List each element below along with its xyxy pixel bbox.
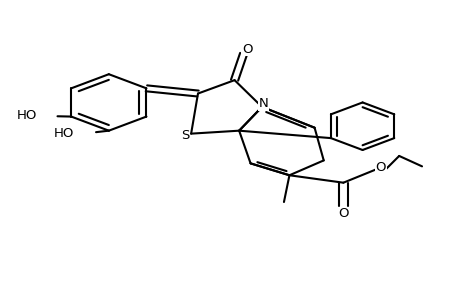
Text: N: N [258,98,268,110]
Text: O: O [241,43,252,56]
Text: S: S [181,129,190,142]
Text: HO: HO [54,127,74,140]
Text: O: O [337,207,348,220]
Text: O: O [375,161,385,174]
Text: HO: HO [17,109,37,122]
